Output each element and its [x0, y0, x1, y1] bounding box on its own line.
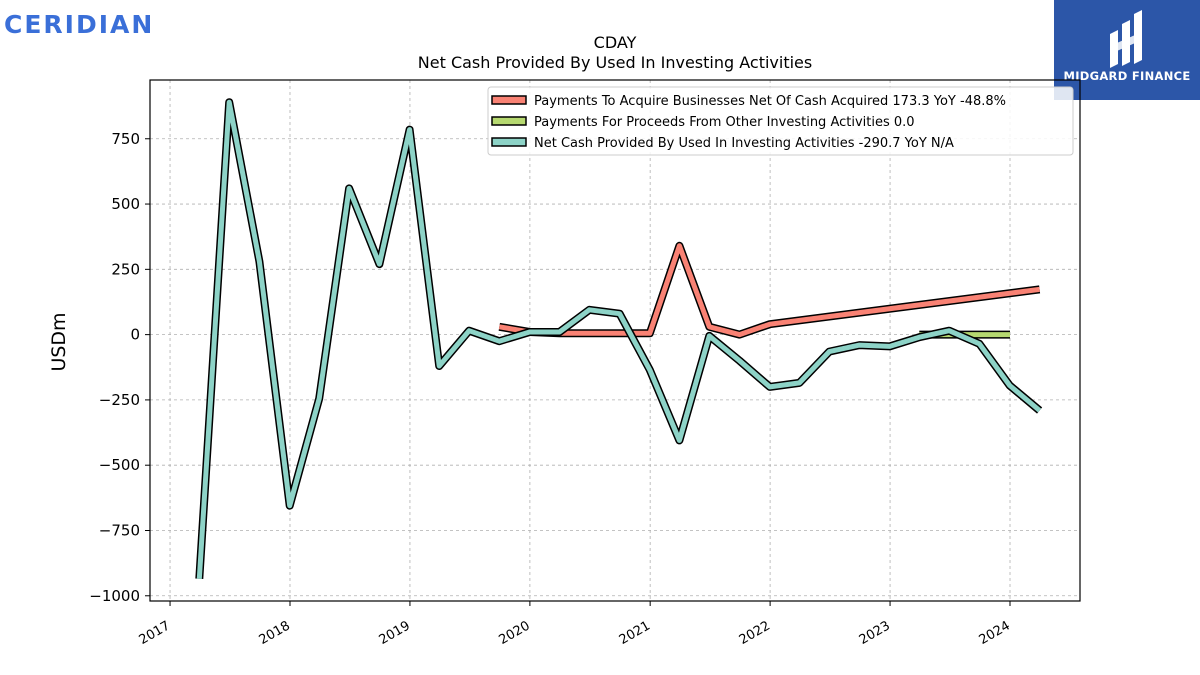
- legend-swatch: [491, 116, 527, 126]
- y-tick-label: 250: [111, 260, 140, 278]
- x-tick-label: 2017: [137, 618, 173, 648]
- x-tick-label: 2018: [257, 618, 293, 648]
- chart-series: [195, 98, 1043, 580]
- legend-label: Payments To Acquire Businesses Net Of Ca…: [534, 94, 1006, 109]
- y-tick-label: 750: [111, 130, 140, 148]
- chart-legend: Payments To Acquire Businesses Net Of Ca…: [487, 86, 1074, 156]
- x-tick-label: 2021: [617, 618, 653, 648]
- midgard-finance-wordmark: MIDGARD FINANCE: [1063, 69, 1191, 83]
- x-tick-label: 2020: [497, 618, 533, 648]
- chart-title: CDAY: [594, 33, 637, 52]
- midgard-finance-logo-icon: [1110, 10, 1142, 68]
- ceridian-logo: CERIDIAN: [4, 10, 155, 39]
- chart-grid: [150, 80, 1080, 601]
- legend-swatch: [491, 137, 527, 147]
- x-tick-label: 2023: [857, 618, 893, 648]
- x-tick-label: 2019: [377, 618, 413, 648]
- plot-frame: [149, 79, 1081, 602]
- x-tick-label: 2024: [977, 618, 1013, 648]
- y-tick-label: −250: [99, 391, 140, 409]
- y-tick-label: −1000: [89, 587, 140, 605]
- y-axis-label: USDm: [48, 312, 70, 371]
- midgard-finance-badge: MIDGARD FINANCE: [1054, 0, 1200, 100]
- y-tick-label: 0: [130, 326, 140, 344]
- legend-swatch: [491, 95, 527, 105]
- series-line: [196, 99, 1042, 579]
- legend-label: Payments For Proceeds From Other Investi…: [534, 115, 915, 130]
- series-2: [195, 98, 1043, 580]
- y-tick-label: 500: [111, 195, 140, 213]
- y-tick-label: −500: [99, 456, 140, 474]
- x-axis: 2017 2018 2019 2020 2021 2022 2023 2024: [137, 601, 1013, 648]
- y-tick-label: −750: [99, 521, 140, 539]
- x-tick-label: 2022: [737, 618, 773, 648]
- y-axis: −1000 −750 −500 −250 0 250 500 750: [89, 130, 150, 605]
- legend-label: Net Cash Provided By Used In Investing A…: [534, 136, 954, 151]
- chart-subtitle: Net Cash Provided By Used In Investing A…: [418, 53, 812, 72]
- legend-box: [487, 86, 1074, 156]
